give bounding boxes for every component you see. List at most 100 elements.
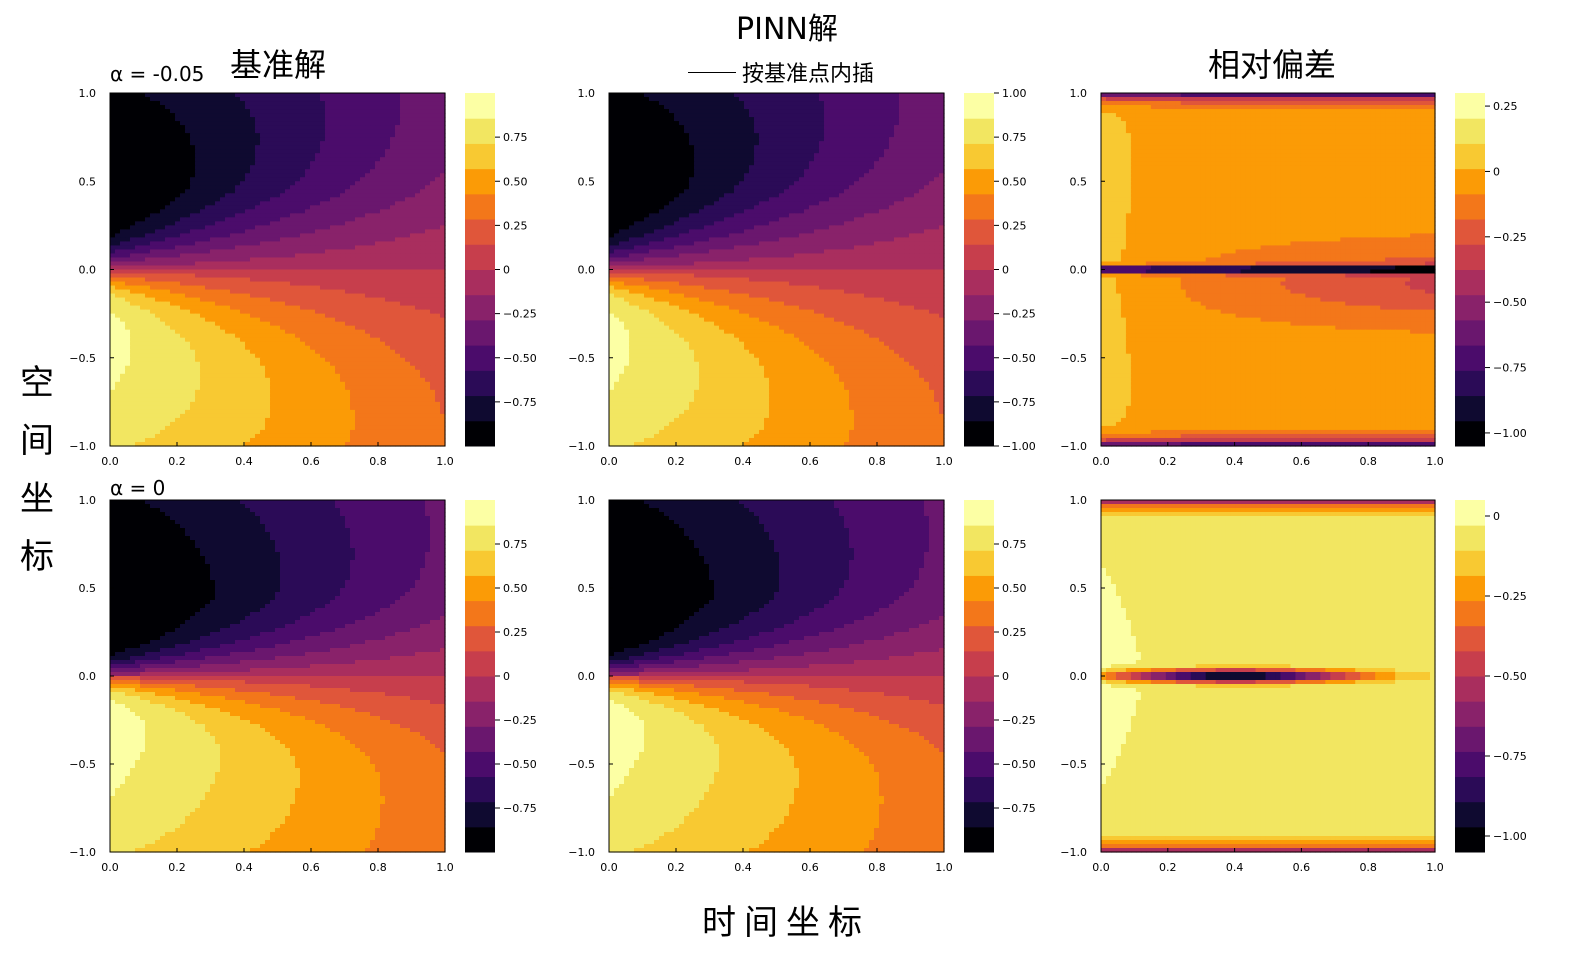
heatmap-cell — [140, 297, 146, 303]
heatmap-cell — [330, 209, 336, 214]
heatmap-cell — [260, 361, 266, 367]
heatmap-cell — [275, 105, 281, 110]
heatmap-cell — [190, 313, 196, 319]
heatmap-cell — [355, 297, 361, 303]
heatmap-cell — [350, 377, 356, 383]
heatmap-cell — [400, 253, 406, 259]
heatmap-cell — [330, 117, 336, 122]
heatmap-cell — [155, 265, 161, 271]
heatmap-cell — [155, 181, 161, 186]
heatmap-cell — [240, 137, 246, 142]
heatmap-cell — [130, 329, 136, 335]
heatmap-cell — [400, 137, 406, 142]
heatmap-cell — [185, 125, 191, 130]
heatmap-cell — [340, 277, 346, 283]
heatmap-cell — [350, 205, 356, 210]
heatmap-cell — [425, 261, 431, 267]
heatmap-cell — [340, 137, 346, 142]
heatmap-cell — [215, 225, 221, 230]
heatmap-cell — [380, 345, 386, 351]
heatmap-cell — [290, 265, 296, 271]
heatmap-cell — [310, 337, 316, 343]
heatmap-cell — [350, 109, 356, 114]
heatmap-cell — [215, 101, 221, 106]
heatmap-cell — [265, 141, 271, 146]
heatmap-cell — [415, 249, 421, 255]
heatmap-cell — [370, 93, 376, 98]
heatmap-cell — [440, 201, 446, 206]
heatmap-cell — [175, 181, 181, 186]
heatmap-cell — [120, 133, 126, 138]
heatmap-cell — [410, 129, 416, 134]
heatmap-cell — [260, 325, 266, 331]
heatmap-cell — [130, 245, 136, 251]
heatmap-cell — [150, 309, 156, 315]
heatmap-cell — [300, 349, 306, 355]
heatmap-cell — [160, 365, 166, 371]
heatmap-cell — [430, 313, 436, 319]
heatmap-cell — [395, 369, 401, 375]
heatmap-cell — [350, 225, 356, 230]
heatmap-cell — [315, 349, 321, 355]
heatmap-cell — [135, 377, 141, 383]
heatmap-cell — [265, 185, 271, 190]
heatmap-cell — [440, 345, 446, 351]
heatmap-cell — [380, 269, 386, 275]
heatmap-cell — [235, 125, 241, 130]
heatmap-cell — [250, 97, 256, 102]
heatmap-cell — [410, 149, 416, 154]
heatmap-cell — [330, 281, 336, 287]
heatmap-cell — [280, 189, 286, 194]
heatmap-cell — [215, 193, 221, 198]
heatmap-cell — [230, 137, 236, 142]
heatmap-cell — [265, 117, 271, 122]
heatmap-cell — [355, 117, 361, 122]
heatmap-cell — [295, 333, 301, 339]
heatmap-cell — [270, 301, 276, 307]
heatmap-cell — [120, 389, 126, 395]
heatmap-cell — [210, 273, 216, 279]
heatmap-cell — [265, 241, 271, 247]
heatmap-cell — [160, 361, 166, 367]
heatmap-cell — [155, 101, 161, 106]
heatmap-cell — [430, 257, 436, 263]
heatmap-cell — [215, 97, 221, 102]
heatmap-cell — [165, 181, 171, 186]
heatmap-cell — [320, 245, 326, 251]
heatmap-cell — [420, 213, 426, 218]
heatmap-cell — [275, 305, 281, 311]
heatmap-cell — [375, 249, 381, 255]
heatmap-cell — [215, 273, 221, 279]
heatmap-cell — [180, 205, 186, 210]
heatmap-cell — [155, 325, 161, 331]
heatmap-cell — [120, 269, 126, 275]
heatmap-cell — [210, 201, 216, 206]
heatmap-cell — [210, 353, 216, 359]
heatmap-cell — [280, 321, 286, 327]
heatmap-cell — [295, 261, 301, 267]
heatmap-cell — [385, 273, 391, 279]
heatmap-cell — [300, 209, 306, 214]
heatmap-cell — [355, 141, 361, 146]
heatmap-cell — [260, 281, 266, 287]
heatmap-cell — [285, 313, 291, 319]
heatmap-cell — [355, 157, 361, 162]
heatmap-cell — [215, 145, 221, 150]
heatmap-cell — [200, 373, 206, 379]
heatmap-cell — [360, 369, 366, 375]
heatmap-cell — [410, 165, 416, 170]
heatmap-cell — [275, 205, 281, 210]
heatmap-cell — [280, 257, 286, 263]
heatmap-cell — [340, 289, 346, 295]
heatmap-cell — [250, 149, 256, 154]
heatmap-cell — [200, 173, 206, 178]
heatmap-cell — [340, 373, 346, 379]
heatmap-cell — [355, 305, 361, 311]
heatmap-cell — [225, 157, 231, 162]
heatmap-cell — [260, 253, 266, 259]
heatmap-cell — [370, 209, 376, 214]
heatmap-cell — [335, 357, 341, 363]
heatmap-cell — [280, 149, 286, 154]
heatmap-cell — [425, 153, 431, 158]
heatmap-cell — [165, 157, 171, 162]
